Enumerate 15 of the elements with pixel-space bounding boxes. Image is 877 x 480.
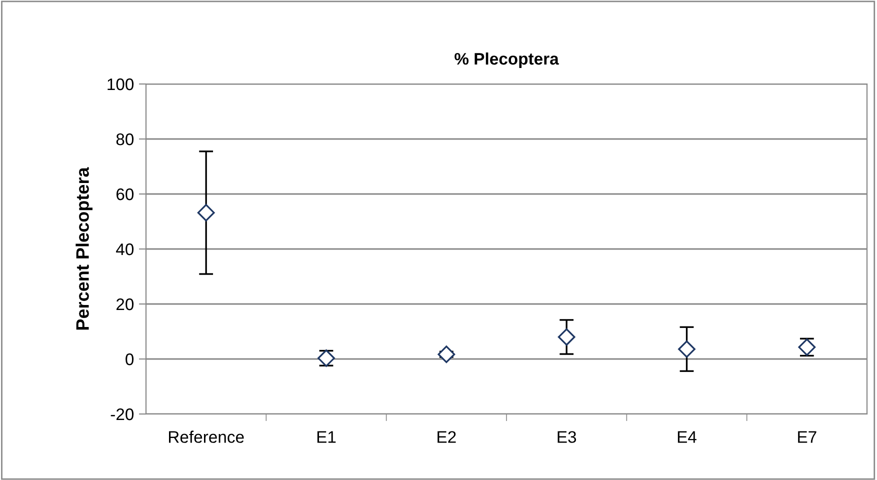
y-tick-label: 0 xyxy=(126,353,134,366)
y-tick-label: -20 xyxy=(110,408,134,420)
y-tick-label: 80 xyxy=(116,133,134,146)
x-tick-label: E4 xyxy=(678,431,696,443)
y-axis-title: Percent Plecoptera xyxy=(76,167,92,330)
y-tick-label: 100 xyxy=(108,78,134,90)
x-tick-label: E3 xyxy=(558,431,576,443)
x-tick-label: E7 xyxy=(798,431,816,443)
y-tick-label: 60 xyxy=(116,188,134,200)
x-tick-label: E1 xyxy=(317,431,336,443)
y-tick-label: 40 xyxy=(116,243,134,256)
y-tick-label: 20 xyxy=(116,298,134,310)
chart-title: % Plecoptera xyxy=(454,52,559,68)
x-tick-label: E2 xyxy=(438,431,456,443)
x-tick-label: Reference xyxy=(169,430,244,443)
